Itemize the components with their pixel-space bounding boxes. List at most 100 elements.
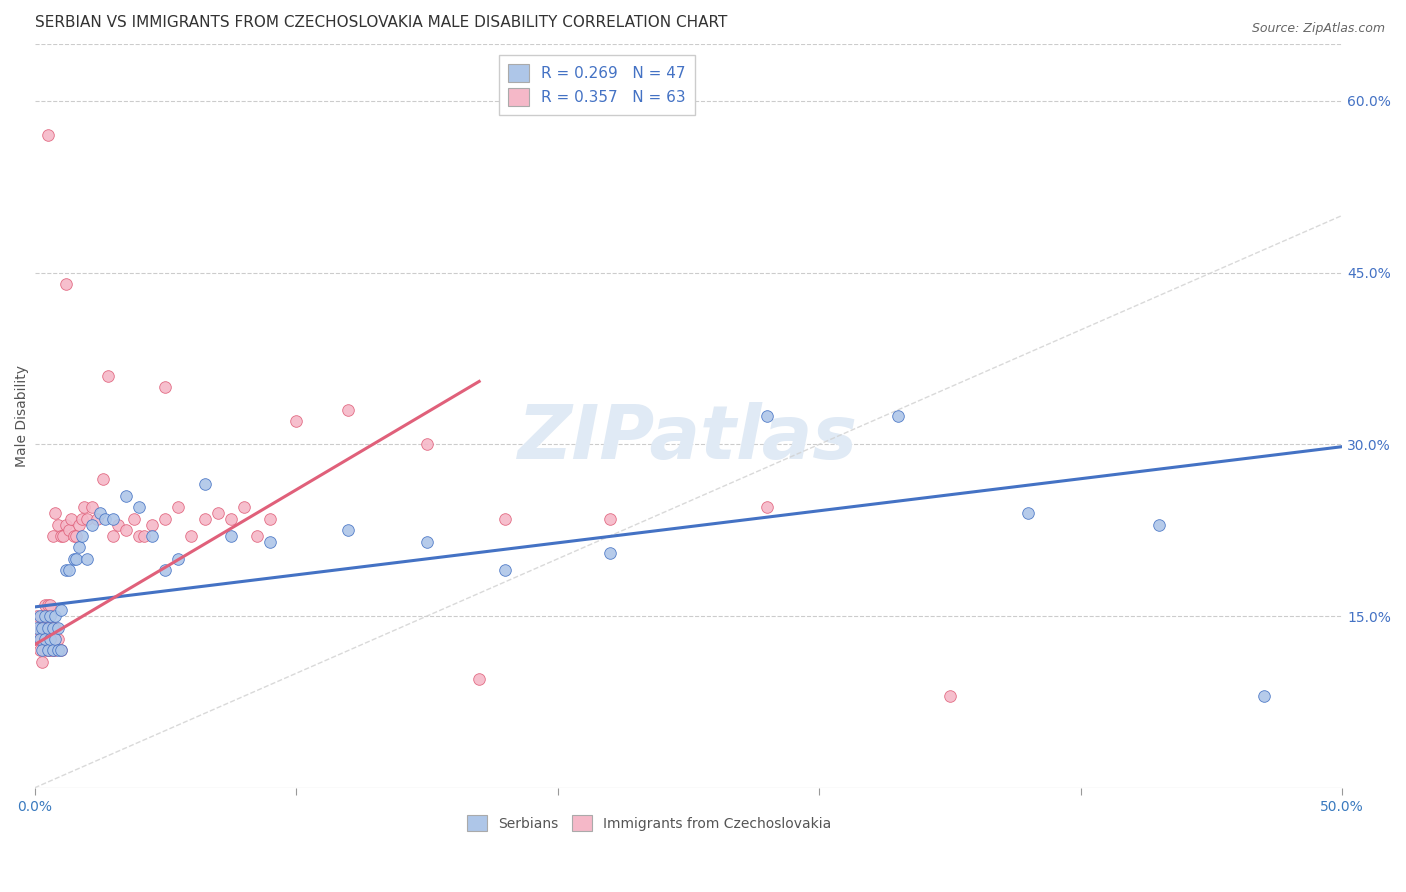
Point (1017, 506, 1039, 520)
Point (34, 609, 56, 624)
Point (58, 523, 80, 537)
Point (416, 437, 439, 451)
Point (52, 529, 75, 543)
Point (25, 632, 48, 646)
Point (25, 621, 48, 635)
Point (219, 512, 242, 526)
Point (755, 500, 778, 515)
Point (42, 643, 65, 657)
Point (44, 506, 66, 520)
Point (1147, 517, 1170, 532)
Point (39, 609, 62, 624)
Point (65, 529, 87, 543)
Point (28, 632, 51, 646)
Y-axis label: Male Disability: Male Disability (15, 365, 30, 467)
Point (76, 552, 98, 566)
Point (31, 632, 53, 646)
Point (31, 621, 53, 635)
Legend: Serbians, Immigrants from Czechoslovakia: Serbians, Immigrants from Czechoslovakia (463, 810, 837, 837)
Point (101, 512, 124, 526)
Point (337, 523, 360, 537)
Point (37, 643, 59, 657)
Point (37, 621, 59, 635)
Point (62, 552, 84, 566)
Point (167, 552, 190, 566)
Point (67, 517, 90, 532)
Point (34, 598, 56, 612)
Point (37, 128, 59, 143)
Point (46, 621, 69, 635)
Point (128, 500, 150, 515)
Point (42, 643, 65, 657)
Point (134, 529, 156, 543)
Point (73, 500, 96, 515)
Point (91, 472, 114, 486)
Point (44, 621, 66, 635)
Point (599, 546, 621, 560)
Point (94, 512, 117, 526)
Point (101, 529, 124, 543)
Point (193, 512, 215, 526)
Point (494, 512, 516, 526)
Point (44, 632, 66, 646)
Point (44, 643, 66, 657)
Point (34, 643, 56, 657)
Point (37, 621, 59, 635)
Point (44, 609, 66, 624)
Point (285, 415, 308, 429)
Point (55, 277, 77, 291)
Point (259, 534, 281, 549)
Point (416, 534, 439, 549)
Point (39, 632, 62, 646)
Point (82, 500, 104, 515)
Point (49, 529, 72, 543)
Point (49, 643, 72, 657)
Point (167, 500, 190, 515)
Point (49, 603, 72, 617)
Point (67, 541, 90, 555)
Point (39, 598, 62, 612)
Point (939, 690, 962, 704)
Point (180, 529, 202, 543)
Point (155, 563, 177, 577)
Point (755, 409, 778, 423)
Point (34, 632, 56, 646)
Point (128, 529, 150, 543)
Point (60, 512, 83, 526)
Point (31, 655, 53, 669)
Point (42, 621, 65, 635)
Point (70, 529, 93, 543)
Point (70, 512, 93, 526)
Point (65, 552, 87, 566)
Point (259, 512, 281, 526)
Point (46, 517, 69, 532)
Point (89, 506, 111, 520)
Point (155, 380, 177, 394)
Point (58, 563, 80, 577)
Point (42, 529, 65, 543)
Point (207, 506, 229, 520)
Point (28, 609, 51, 624)
Point (31, 643, 53, 657)
Point (115, 523, 138, 537)
Point (46, 632, 69, 646)
Point (25, 609, 48, 624)
Point (86, 512, 108, 526)
Point (337, 403, 360, 417)
Point (31, 609, 53, 624)
Point (49, 643, 72, 657)
Point (34, 621, 56, 635)
Point (599, 512, 621, 526)
Point (42, 621, 65, 635)
Point (122, 512, 145, 526)
Point (886, 409, 908, 423)
Point (76, 512, 98, 526)
Text: Source: ZipAtlas.com: Source: ZipAtlas.com (1251, 22, 1385, 36)
Point (37, 643, 59, 657)
Point (232, 500, 254, 515)
Point (494, 563, 516, 577)
Point (155, 512, 177, 526)
Point (115, 489, 138, 503)
Point (28, 643, 51, 657)
Text: ZIPatlas: ZIPatlas (519, 401, 859, 475)
